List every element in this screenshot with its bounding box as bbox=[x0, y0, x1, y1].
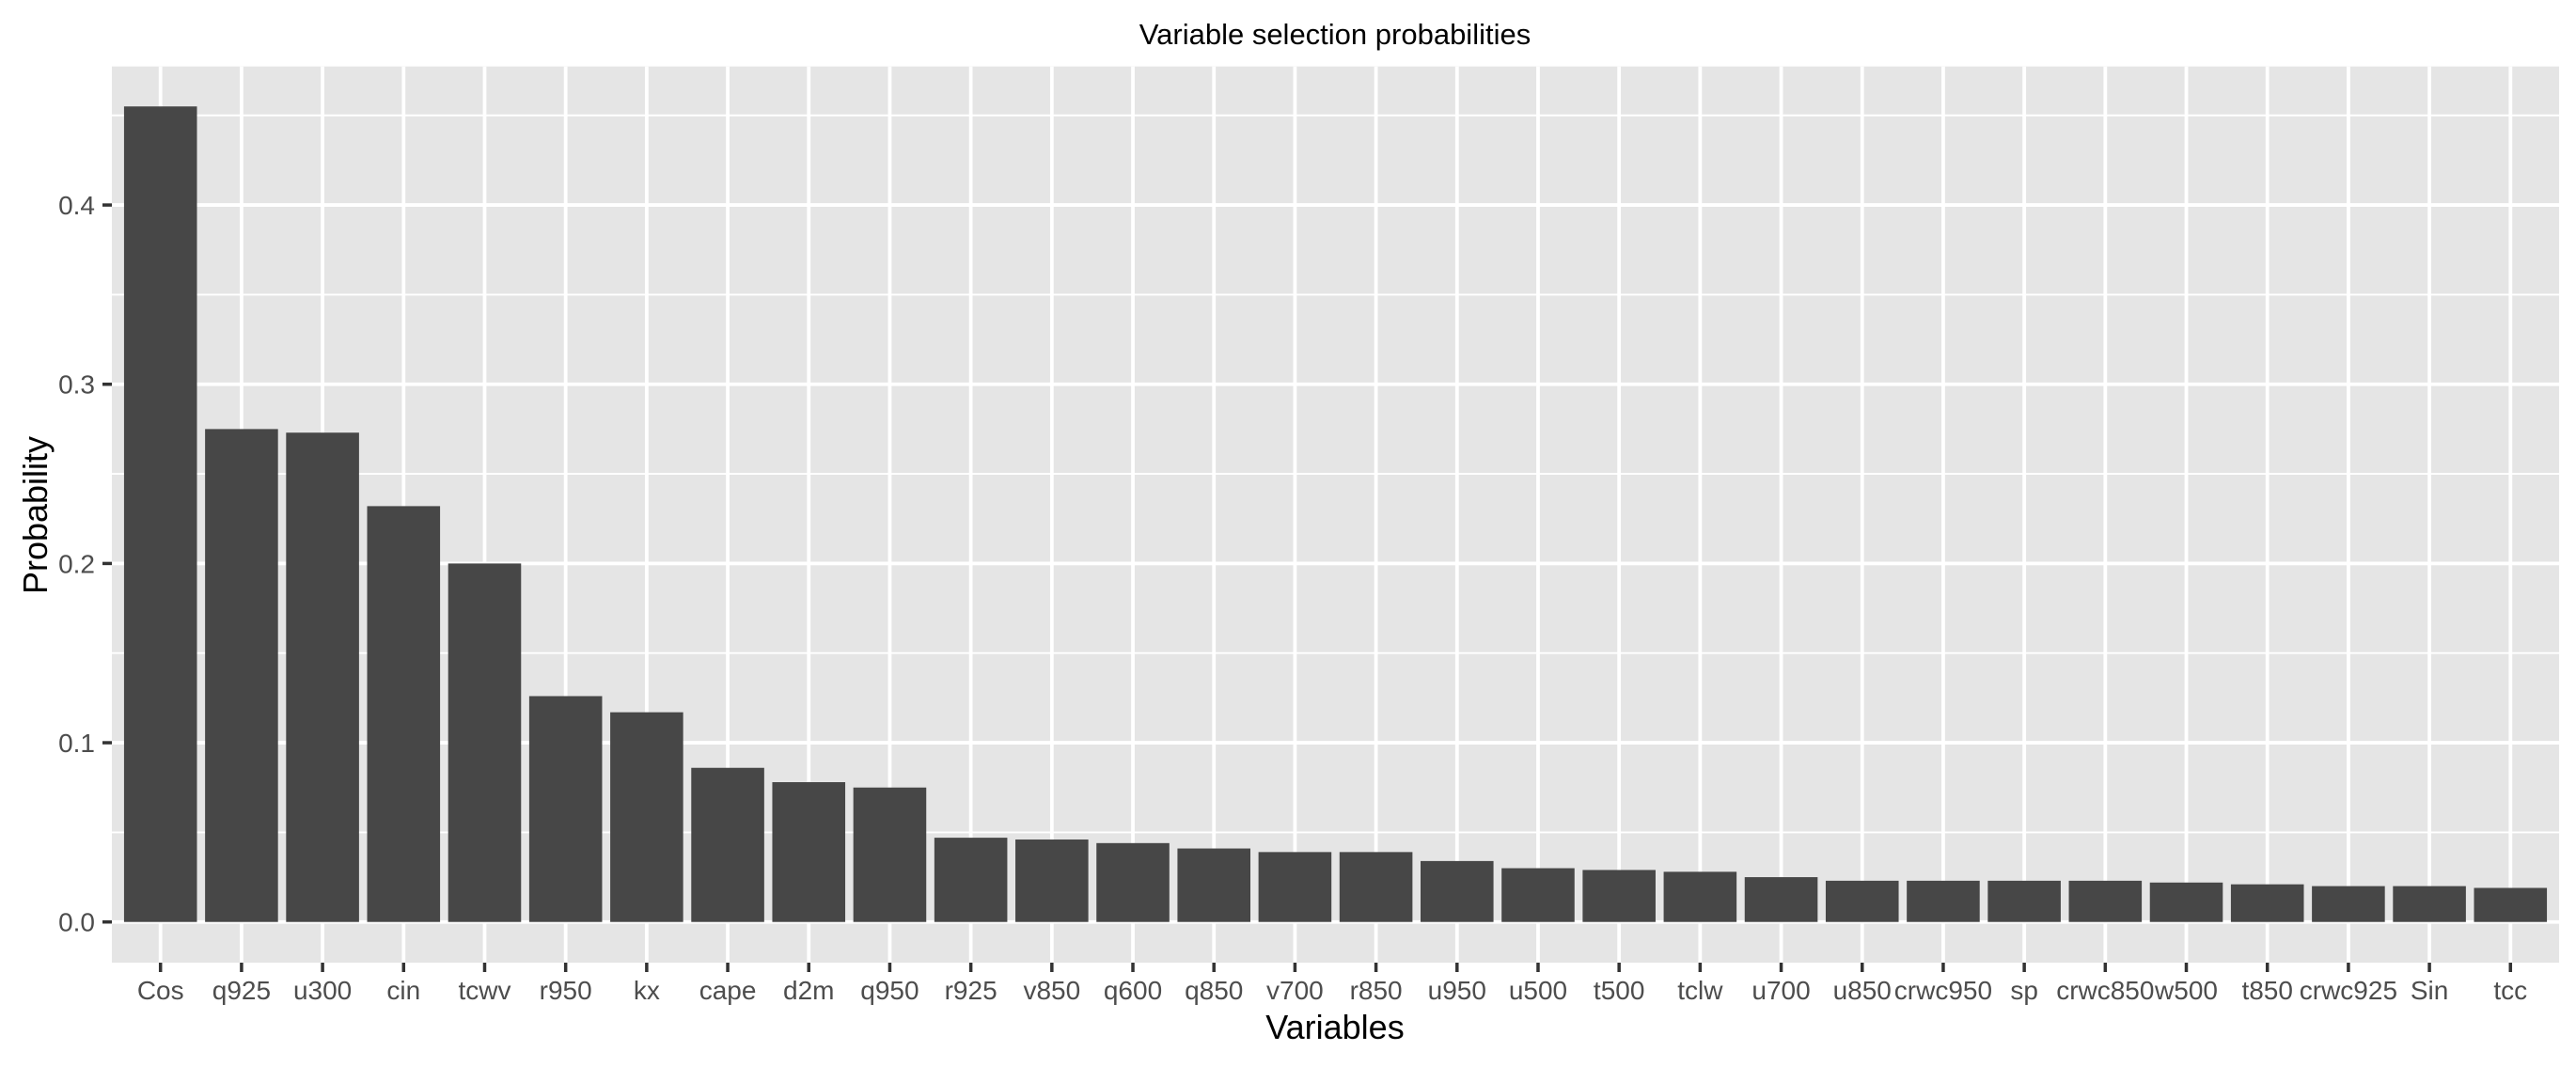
x-tick-label: r950 bbox=[540, 976, 592, 1005]
y-axis-title: Probability bbox=[16, 436, 55, 594]
bar-u500 bbox=[1501, 868, 1575, 922]
y-tick-label: 0.3 bbox=[58, 370, 95, 400]
x-tick-label: v850 bbox=[1023, 976, 1080, 1005]
x-tick-label: tclw bbox=[1677, 976, 1723, 1005]
plot-panel bbox=[112, 66, 2559, 963]
bar-d2m bbox=[772, 782, 846, 922]
y-tick-label: 0.0 bbox=[58, 908, 95, 937]
bar-r925 bbox=[934, 838, 1008, 922]
bar-crwc950 bbox=[1907, 880, 1980, 922]
bar-tclw bbox=[1663, 871, 1737, 922]
bar-t500 bbox=[1582, 870, 1656, 922]
bar-q925 bbox=[205, 429, 278, 922]
bar-t850 bbox=[2230, 884, 2304, 922]
bars bbox=[123, 106, 2548, 922]
x-tick-label: u850 bbox=[1833, 976, 1892, 1005]
x-tick-label: sp bbox=[2010, 976, 2038, 1005]
bar-q850 bbox=[1177, 848, 1250, 922]
x-tick-label: d2m bbox=[783, 976, 834, 1005]
y-tick-label: 0.4 bbox=[58, 191, 95, 220]
bar-Sin bbox=[2393, 886, 2466, 922]
bar-u950 bbox=[1421, 860, 1494, 922]
x-tick-label: r850 bbox=[1350, 976, 1403, 1005]
bar-u700 bbox=[1744, 877, 1818, 922]
bar-v700 bbox=[1258, 852, 1332, 922]
y-axis: 0.0 0.1 0.2 0.3 0.4 bbox=[58, 191, 112, 937]
x-tick-label: crwc850 bbox=[2056, 976, 2154, 1005]
bar-r950 bbox=[528, 696, 603, 922]
bar-crwc850 bbox=[2068, 880, 2143, 922]
bar-Cos bbox=[123, 106, 197, 922]
x-tick-label: q850 bbox=[1185, 976, 1243, 1005]
bar-u850 bbox=[1825, 880, 1899, 922]
x-tick-label: r925 bbox=[945, 976, 997, 1005]
bar-v850 bbox=[1015, 839, 1089, 922]
x-tick-label: cape bbox=[699, 976, 757, 1005]
x-tick-label: cin bbox=[386, 976, 420, 1005]
bar-q600 bbox=[1096, 842, 1170, 922]
x-tick-label: Sin bbox=[2411, 976, 2448, 1005]
x-tick-label: q600 bbox=[1104, 976, 1162, 1005]
y-tick-label: 0.2 bbox=[58, 549, 95, 578]
bar-r850 bbox=[1339, 852, 1413, 922]
bar-cape bbox=[691, 767, 764, 922]
bar-crwc925 bbox=[2312, 886, 2385, 922]
bar-cin bbox=[367, 506, 441, 922]
chart-title: Variable selection probabilities bbox=[1139, 18, 1531, 51]
x-tick-label: kx bbox=[634, 976, 660, 1005]
x-tick-label: t850 bbox=[2241, 976, 2293, 1005]
x-tick-label: u500 bbox=[1509, 976, 1567, 1005]
x-tick-label: tcwv bbox=[458, 976, 510, 1005]
x-tick-label: crwc925 bbox=[2300, 976, 2397, 1005]
x-axis-title: Variables bbox=[1265, 1008, 1404, 1046]
x-tick-label: q925 bbox=[212, 976, 271, 1005]
x-tick-label: q950 bbox=[860, 976, 919, 1005]
bar-q950 bbox=[853, 787, 927, 922]
x-tick-label: w500 bbox=[2154, 976, 2218, 1005]
x-tick-label: tcc bbox=[2493, 976, 2527, 1005]
x-tick-label: crwc950 bbox=[1894, 976, 1992, 1005]
bar-w500 bbox=[2149, 882, 2223, 922]
bar-tcc bbox=[2474, 887, 2548, 922]
x-axis: Cos q925 u300 cin tcwv r950 kx cape d2m q950 r925 v… bbox=[137, 963, 2527, 1005]
x-tick-label: u300 bbox=[293, 976, 352, 1005]
x-tick-label: t500 bbox=[1594, 976, 1645, 1005]
x-tick-label: v700 bbox=[1266, 976, 1324, 1005]
bar-kx bbox=[610, 712, 683, 922]
x-tick-label: Cos bbox=[137, 976, 184, 1005]
y-tick-label: 0.1 bbox=[58, 729, 95, 758]
bar-u300 bbox=[286, 432, 359, 922]
x-tick-label: u700 bbox=[1751, 976, 1810, 1005]
x-tick-label: u950 bbox=[1428, 976, 1486, 1005]
bar-sp bbox=[1987, 880, 2061, 922]
bar-tcwv bbox=[448, 563, 522, 922]
